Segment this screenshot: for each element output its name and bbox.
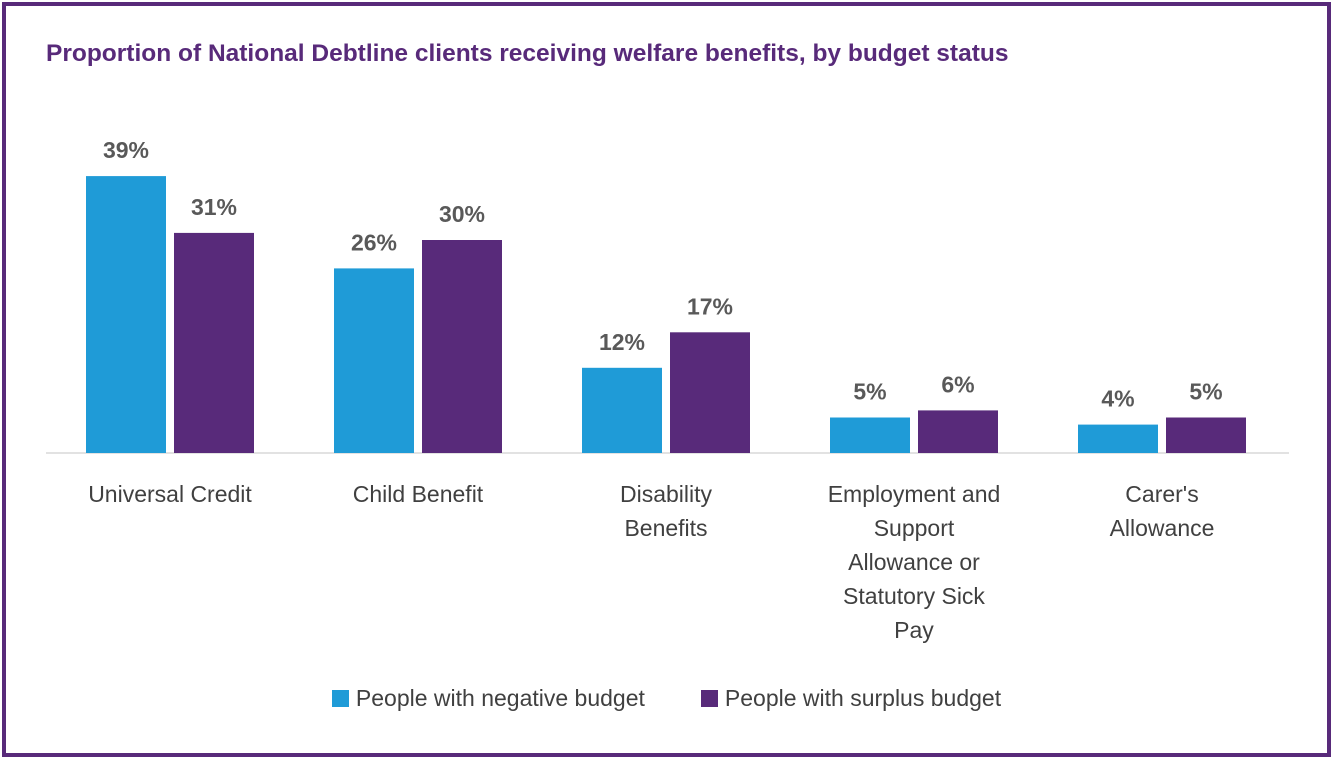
category-label-4-line-1: Allowance [1110, 515, 1215, 541]
data-label-surplus-1: 30% [439, 201, 485, 227]
data-label-negative-4: 4% [1101, 386, 1134, 412]
bar-surplus-1 [422, 240, 502, 453]
data-label-surplus-4: 5% [1189, 379, 1222, 405]
data-label-surplus-2: 17% [687, 293, 733, 319]
category-label-2-line-0: Disability [620, 481, 713, 507]
legend-item-surplus: People with surplus budget [701, 685, 1001, 712]
legend-label-surplus: People with surplus budget [725, 685, 1001, 712]
bar-negative-4 [1078, 425, 1158, 453]
category-label-2-line-1: Benefits [624, 515, 707, 541]
data-label-negative-2: 12% [599, 329, 645, 355]
category-label-4-line-0: Carer's [1125, 481, 1198, 507]
bar-surplus-4 [1166, 418, 1246, 454]
data-label-negative-1: 26% [351, 229, 397, 255]
data-label-surplus-0: 31% [191, 194, 237, 220]
bar-surplus-2 [670, 332, 750, 453]
bar-surplus-0 [174, 233, 254, 453]
category-label-0-line-0: Universal Credit [88, 481, 252, 507]
legend-swatch-negative [332, 690, 349, 707]
bar-negative-1 [334, 268, 414, 453]
data-label-surplus-3: 6% [941, 371, 974, 397]
category-label-1-line-0: Child Benefit [353, 481, 484, 507]
category-label-3-line-1: Support [874, 515, 955, 541]
data-label-negative-0: 39% [103, 137, 149, 163]
legend-label-negative: People with negative budget [356, 685, 645, 712]
bar-negative-3 [830, 418, 910, 454]
category-label-3-line-4: Pay [894, 617, 934, 643]
bar-negative-2 [582, 368, 662, 453]
bar-chart: 39% 31% Universal Credit 26% 30% Child Benefi… [0, 0, 1333, 680]
legend-item-negative: People with negative budget [332, 685, 645, 712]
data-label-negative-3: 5% [853, 379, 886, 405]
category-label-3-line-3: Statutory Sick [843, 583, 985, 609]
legend: People with negative budget People with … [0, 683, 1333, 713]
legend-swatch-surplus [701, 690, 718, 707]
category-label-3-line-2: Allowance or [848, 549, 980, 575]
category-label-3-line-0: Employment and [828, 481, 1001, 507]
bar-negative-0 [86, 176, 166, 453]
bar-surplus-3 [918, 410, 998, 453]
